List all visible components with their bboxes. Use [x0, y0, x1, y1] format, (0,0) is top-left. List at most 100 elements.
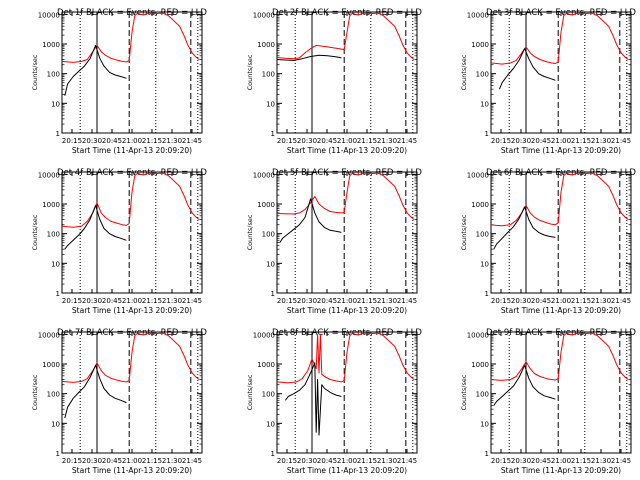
- panel-1-x-tick-label: 21:30: [162, 137, 182, 145]
- panel-2-y-tick-label: 1000: [257, 41, 275, 49]
- panel-6-y-tick-label: 10000: [467, 171, 489, 179]
- panel-3-y-axis-label: Counts/sec: [460, 54, 468, 90]
- panel-2-x-axis-label: Start Time (11-Apr-13 20:09:20): [287, 146, 407, 155]
- panel-6-x-axis-label: Start Time (11-Apr-13 20:09:20): [501, 306, 621, 315]
- panel-2-x-tick-label: 20:30: [297, 137, 317, 145]
- panel-9-x-tick-label: 21:30: [591, 457, 611, 465]
- panel-9-lld-series-line: [490, 332, 629, 381]
- panel-8-lld-series-line: [276, 332, 415, 384]
- panel-4-x-tick-label: 21:15: [142, 297, 162, 305]
- panel-8-x-tick-label: 21:30: [377, 457, 397, 465]
- panel-4-x-tick-label: 20:30: [82, 297, 102, 305]
- panel-3-x-tick-label: 20:15: [491, 137, 511, 145]
- panel-7-y-tick-label: 100: [47, 391, 60, 399]
- panel-6-x-tick-label: 21:30: [591, 297, 611, 305]
- panel-2-events-series-line: [276, 54, 342, 61]
- panel-3-x-tick-label: 21:30: [591, 137, 611, 145]
- panel-3-y-tick-label: 100: [476, 71, 489, 79]
- panel-7-y-tick-label: 1000: [42, 361, 60, 369]
- panel-5-x-tick-label: 21:15: [357, 297, 377, 305]
- panel-6-y-tick-label: 1000: [471, 201, 489, 209]
- panel-7-y-tick-label: 1: [56, 450, 60, 458]
- panel-7-x-tick-label: 20:45: [102, 457, 122, 465]
- panel-2-y-tick-label: 100: [262, 71, 275, 79]
- panel-3-y-tick-label: 1: [485, 130, 489, 138]
- panel-7-x-tick-label: 20:15: [62, 457, 82, 465]
- panel-5-x-tick-label: 20:30: [297, 297, 317, 305]
- panel-7-y-axis-label: Counts/sec: [31, 374, 39, 410]
- panel-2-y-tick-label: 10: [266, 100, 275, 108]
- panel-9-y-tick-label: 1000: [471, 361, 489, 369]
- panel-5-x-tick-label: 21:00: [337, 297, 357, 305]
- panel-1-x-tick-label: 20:45: [102, 137, 122, 145]
- panel-1-x-tick-label: 21:45: [182, 137, 202, 145]
- panel-7-x-tick-label: 21:00: [122, 457, 142, 465]
- panel-8-x-tick-label: 20:45: [317, 457, 337, 465]
- panel-9-y-axis-label: Counts/sec: [460, 374, 468, 410]
- panel-4-y-tick-label: 100: [47, 231, 60, 239]
- panel-6-x-tick-label: 20:15: [491, 297, 511, 305]
- panel-4-x-tick-label: 21:45: [182, 297, 202, 305]
- panel-7-lld-series-line: [61, 332, 200, 383]
- panel-1-y-tick-label: 1: [56, 130, 60, 138]
- panel-9-x-tick-label: 20:15: [491, 457, 511, 465]
- panel-5-x-tick-label: 20:45: [317, 297, 337, 305]
- panel-7-x-tick-label: 21:15: [142, 457, 162, 465]
- panel-5-y-tick-label: 1: [271, 290, 275, 298]
- panel-6-x-tick-label: 20:45: [531, 297, 551, 305]
- panel-3-x-tick-label: 21:15: [571, 137, 591, 145]
- panel-4-y-tick-label: 10: [51, 260, 60, 268]
- panel-5-y-tick-label: 10000: [253, 171, 275, 179]
- panel-6-y-tick-label: 100: [476, 231, 489, 239]
- panel-8-y-tick-label: 1: [271, 450, 275, 458]
- panel-8-x-tick-label: 20:15: [277, 457, 297, 465]
- panel-2-y-tick-label: 10000: [253, 11, 275, 19]
- panel-8-y-axis-label: Counts/sec: [246, 374, 254, 410]
- panel-5-y-tick-label: 1000: [257, 201, 275, 209]
- panel-3-y-tick-label: 10: [480, 100, 489, 108]
- panel-9-x-tick-label: 20:45: [531, 457, 551, 465]
- panel-3-lld-series-line: [490, 12, 629, 65]
- panel-9-events-series-line: [493, 364, 556, 406]
- panel-2-y-tick-label: 1: [271, 130, 275, 138]
- panel-5-x-tick-label: 21:45: [397, 297, 417, 305]
- panel-2-y-axis-label: Counts/sec: [246, 54, 254, 90]
- panel-8-x-tick-label: 21:15: [357, 457, 377, 465]
- panel-6-y-tick-label: 10: [480, 260, 489, 268]
- panel-6-lld-series-line: [490, 172, 629, 227]
- panel-6-y-axis-label: Counts/sec: [460, 214, 468, 250]
- panel-7-x-tick-label: 20:30: [82, 457, 102, 465]
- panel-6-y-tick-label: 1: [485, 290, 489, 298]
- panel-5-lld-series-line: [276, 172, 415, 220]
- panel-8-x-tick-label: 21:00: [337, 457, 357, 465]
- panel-1-y-tick-label: 1000: [42, 41, 60, 49]
- panel-2-x-tick-label: 20:15: [277, 137, 297, 145]
- panel-6-x-tick-label: 21:45: [611, 297, 631, 305]
- panel-4-y-tick-label: 10000: [38, 171, 60, 179]
- panel-9-x-tick-label: 20:30: [511, 457, 531, 465]
- panel-8-events-series-line: [284, 362, 342, 436]
- panel-8-y-tick-label: 10: [266, 420, 275, 428]
- panel-5-y-tick-label: 10: [266, 260, 275, 268]
- panel-9-y-tick-label: 10000: [467, 331, 489, 339]
- panel-4-events-series-line: [64, 204, 127, 250]
- panel-5-x-tick-label: 20:15: [277, 297, 297, 305]
- panel-8-y-tick-label: 100: [262, 391, 275, 399]
- panel-6-x-tick-label: 21:15: [571, 297, 591, 305]
- panel-6-x-tick-label: 20:30: [511, 297, 531, 305]
- panel-3-x-axis-label: Start Time (11-Apr-13 20:09:20): [501, 146, 621, 155]
- panel-8-y-tick-label: 10000: [253, 331, 275, 339]
- panel-3-x-tick-label: 20:30: [511, 137, 531, 145]
- panel-5-x-tick-label: 21:30: [377, 297, 397, 305]
- panel-4-x-tick-label: 20:15: [62, 297, 82, 305]
- panel-4-lld-series-line: [61, 172, 200, 228]
- panel-1-x-tick-label: 20:30: [82, 137, 102, 145]
- panel-3-x-tick-label: 20:45: [531, 137, 551, 145]
- panel-2-x-tick-label: 21:45: [397, 137, 417, 145]
- panel-1-x-tick-label: 20:15: [62, 137, 82, 145]
- panel-3-x-tick-label: 21:00: [551, 137, 571, 145]
- panel-4-x-tick-label: 20:45: [102, 297, 122, 305]
- panel-7-x-tick-label: 21:30: [162, 457, 182, 465]
- panel-7-y-tick-label: 10: [51, 420, 60, 428]
